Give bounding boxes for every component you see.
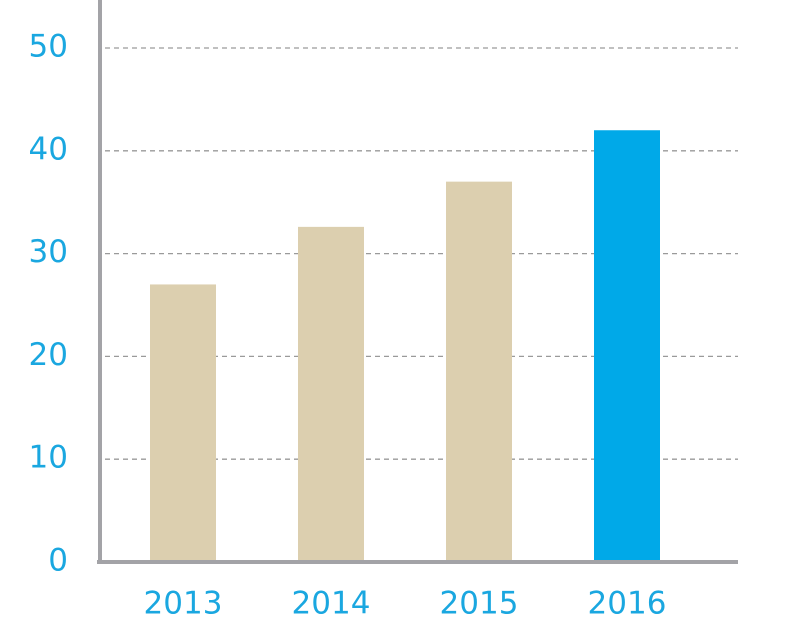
bar	[298, 226, 364, 562]
x-tick-label: 2014	[292, 586, 371, 622]
bar	[150, 284, 216, 562]
y-tick-label: 0	[48, 543, 68, 579]
y-tick-label: 10	[29, 440, 68, 476]
x-tick-label: 2015	[440, 586, 519, 622]
y-tick-label: 40	[29, 131, 68, 167]
bar	[594, 130, 660, 563]
bar	[446, 181, 512, 562]
y-tick-label: 50	[29, 29, 68, 65]
x-tick-label: 2013	[144, 586, 223, 622]
x-tick-label: 2016	[588, 586, 667, 622]
y-tick-label: 20	[29, 337, 68, 373]
y-tick-label: 30	[29, 234, 68, 270]
